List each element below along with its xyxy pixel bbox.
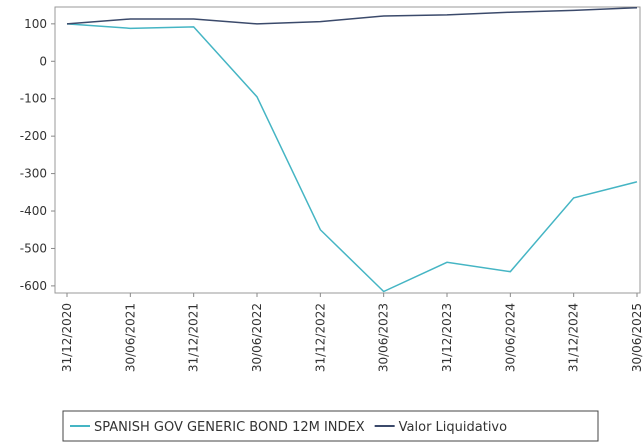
x-tick-label: 30/06/2024 bbox=[503, 303, 517, 372]
series-line bbox=[66, 23, 638, 293]
x-tick-label: 30/06/2022 bbox=[250, 303, 264, 372]
y-tick-label: -500 bbox=[20, 241, 47, 255]
y-tick-label: -100 bbox=[20, 92, 47, 106]
x-tick-label: 31/12/2023 bbox=[440, 303, 454, 372]
x-tick-label: 30/06/2021 bbox=[123, 303, 137, 372]
x-tick-label: 30/06/2023 bbox=[377, 303, 391, 372]
plot-area bbox=[54, 6, 641, 294]
x-tick-label: 31/12/2024 bbox=[567, 303, 581, 372]
x-tick-label: 31/12/2021 bbox=[187, 303, 201, 372]
y-tick-label: -200 bbox=[20, 129, 47, 143]
y-tick-label: -300 bbox=[20, 167, 47, 181]
y-tick-label: -600 bbox=[20, 279, 47, 293]
y-tick-label: 0 bbox=[39, 54, 47, 68]
legend-label: SPANISH GOV GENERIC BOND 12M INDEX bbox=[94, 420, 365, 435]
y-tick-label: -400 bbox=[20, 204, 47, 218]
x-tick-label: 31/12/2022 bbox=[313, 303, 327, 372]
y-tick-label: 100 bbox=[24, 17, 47, 31]
legend-box bbox=[62, 410, 599, 442]
x-tick-label: 31/12/2020 bbox=[60, 303, 74, 372]
series-line bbox=[66, 6, 638, 25]
legend-label: Valor Liquidativo bbox=[399, 420, 507, 435]
x-tick-label: 30/06/2025 bbox=[630, 303, 644, 372]
